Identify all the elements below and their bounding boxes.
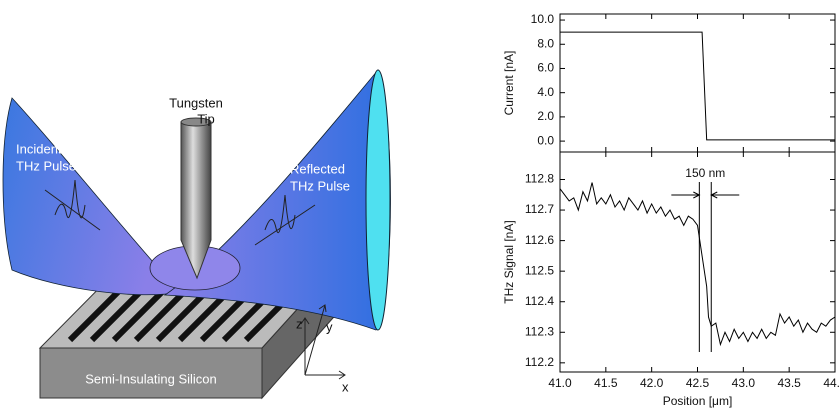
y-tick-label: 112.7 (525, 202, 554, 216)
tip-top (180, 117, 212, 127)
y-tick-label: 2.0 (537, 109, 554, 123)
x-tick-label: 43.5 (777, 376, 801, 390)
x-tick-label: 43.0 (732, 376, 756, 390)
y-tick-label: 10.0 (531, 12, 555, 26)
y-tick-label: 0.0 (537, 133, 554, 147)
data-line (559, 182, 836, 347)
x-axis-label: Position [μm] (663, 394, 733, 408)
y-tick-label: 112.5 (525, 263, 554, 277)
x-tick-label: 41.0 (548, 376, 572, 390)
y-tick-label: 8.0 (537, 36, 554, 50)
y-tick-label: 6.0 (537, 61, 554, 75)
plot-frame (559, 13, 836, 153)
tip-label: Tungsten (169, 95, 223, 110)
y-tick-label: 112.2 (525, 355, 554, 369)
axis-x: x (342, 379, 349, 394)
coordinate-axes (300, 304, 346, 380)
axis-z: z (296, 316, 303, 331)
reflected-label: THz Pulse (290, 178, 350, 193)
substrate-label: Semi-Insulating Silicon (85, 371, 217, 386)
x-tick-label: 41.5 (594, 376, 618, 390)
incident-label: Incident (16, 141, 62, 156)
annotation-label: 150 nm (685, 166, 725, 180)
axis-y: y (326, 319, 333, 334)
incident-beam (2, 97, 181, 296)
tip-label: Tip (197, 111, 215, 126)
y-axis-label: THz Signal [nA] (502, 220, 516, 303)
x-tick-label: 44.0 (823, 376, 840, 390)
x-tick-label: 42.0 (640, 376, 664, 390)
data-line (560, 31, 835, 141)
charts: 0.0 2.0 4.0 6.0 8.0 10.0 Current [nA] 112.2 112.… (502, 12, 840, 408)
y-tick-label: 112.8 (525, 172, 554, 186)
incident-label: THz Pulse (16, 158, 76, 173)
pulse-icons (44, 179, 316, 246)
x-tick-label: 42.5 (686, 376, 710, 390)
beam-aperture (365, 69, 391, 331)
annotation-arrow (671, 191, 740, 199)
y-tick-label: 4.0 (537, 85, 554, 99)
plot-frame (559, 151, 836, 373)
y-tick-label: 112.4 (525, 294, 554, 308)
reflected-label: Reflected (290, 161, 345, 176)
y-axis-label: Current [nA] (502, 51, 516, 116)
y-tick-label: 112.6 (525, 233, 554, 247)
diagram: Tungsten Tip Incident THz Pulse Reflecte… (2, 69, 391, 400)
y-tick-label: 112.3 (525, 324, 554, 338)
